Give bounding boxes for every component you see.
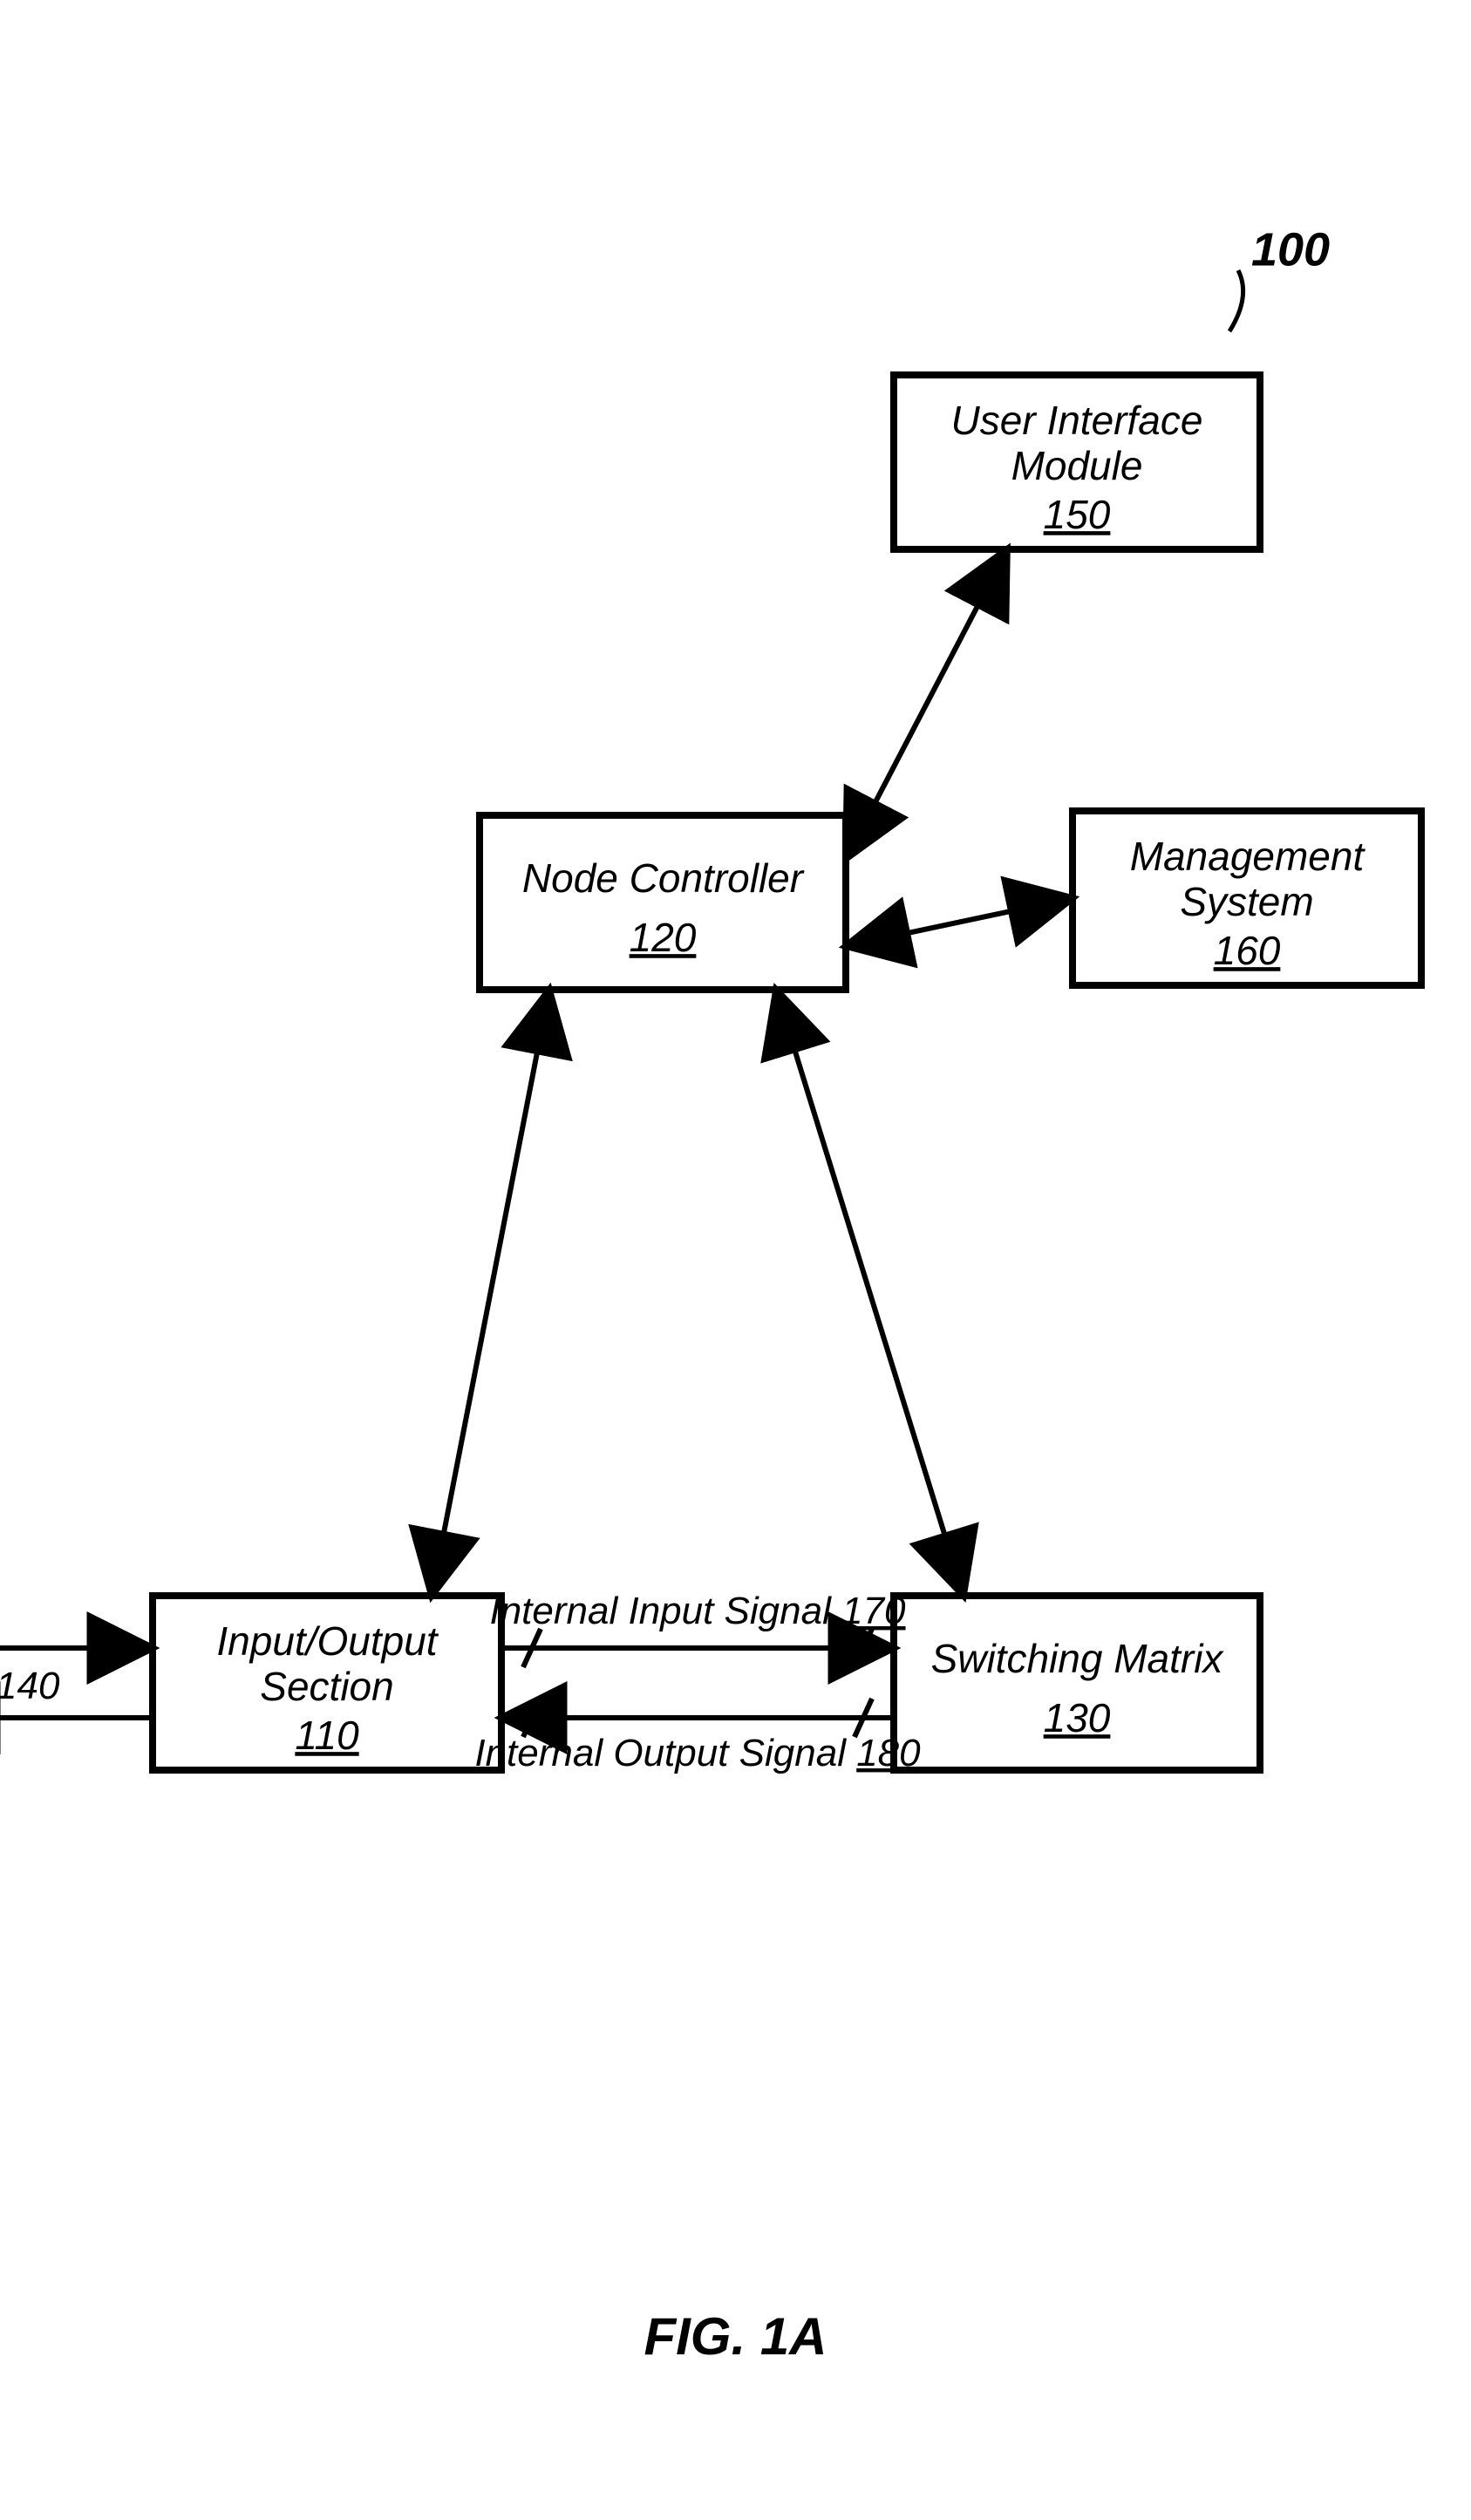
nc-mgmt-connector bbox=[846, 898, 1073, 946]
figure-ref-tick bbox=[1229, 270, 1243, 331]
internal-output-label: Internal Output Signal 180 bbox=[474, 1732, 921, 1774]
ui-module-box-title: User Interface bbox=[951, 398, 1203, 443]
io-section-box-title: Input/Output bbox=[216, 1618, 439, 1664]
node-controller-box bbox=[480, 815, 846, 990]
switching-matrix-box-title: Switching Matrix bbox=[931, 1636, 1225, 1681]
management-system-box-title: Management bbox=[1130, 834, 1366, 879]
nc-switching-connector bbox=[776, 990, 964, 1596]
io-section-box-ref: 110 bbox=[295, 1713, 359, 1758]
internal-input-label: Internal Input Signal 170 bbox=[489, 1590, 906, 1632]
figure-title: FIG. 1A bbox=[644, 2307, 827, 2366]
management-system-box-ref: 160 bbox=[1214, 928, 1281, 973]
external-ref: 140 bbox=[0, 1665, 60, 1707]
ui-module-box-ref: 150 bbox=[1044, 492, 1111, 537]
nc-ui-connector bbox=[846, 549, 1007, 859]
ui-module-box-title2: Module bbox=[1011, 443, 1143, 488]
nc-io-connector bbox=[432, 990, 549, 1596]
switching-matrix-box bbox=[894, 1596, 1260, 1770]
node-controller-box-ref: 120 bbox=[630, 915, 697, 960]
io-section-box-title2: Section bbox=[260, 1664, 393, 1709]
figure-ref: 100 bbox=[1251, 223, 1330, 276]
node-controller-box-title: Node Controller bbox=[522, 855, 805, 901]
switching-matrix-box-ref: 130 bbox=[1044, 1695, 1111, 1740]
management-system-box-title2: System bbox=[1180, 879, 1313, 924]
